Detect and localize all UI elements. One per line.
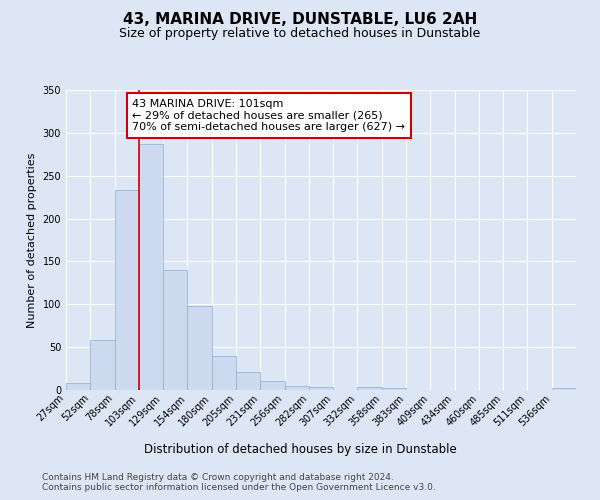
Bar [66, 383, 90, 390]
Bar [358, 388, 382, 390]
Bar [309, 388, 333, 390]
Text: 43, MARINA DRIVE, DUNSTABLE, LU6 2AH: 43, MARINA DRIVE, DUNSTABLE, LU6 2AH [123, 12, 477, 28]
Bar [139, 144, 163, 390]
Text: 43 MARINA DRIVE: 101sqm
← 29% of detached houses are smaller (265)
70% of semi-d: 43 MARINA DRIVE: 101sqm ← 29% of detache… [133, 99, 406, 132]
Bar [236, 372, 260, 390]
Bar [187, 306, 212, 390]
Bar [284, 386, 309, 390]
Y-axis label: Number of detached properties: Number of detached properties [27, 152, 37, 328]
Bar [163, 270, 187, 390]
Bar [115, 190, 139, 390]
Bar [90, 340, 115, 390]
Text: Contains public sector information licensed under the Open Government Licence v3: Contains public sector information licen… [42, 482, 436, 492]
Text: Size of property relative to detached houses in Dunstable: Size of property relative to detached ho… [119, 28, 481, 40]
Text: Contains HM Land Registry data © Crown copyright and database right 2024.: Contains HM Land Registry data © Crown c… [42, 472, 394, 482]
Bar [212, 356, 236, 390]
Text: Distribution of detached houses by size in Dunstable: Distribution of detached houses by size … [143, 442, 457, 456]
Bar [552, 388, 576, 390]
Bar [260, 380, 284, 390]
Bar [382, 388, 406, 390]
